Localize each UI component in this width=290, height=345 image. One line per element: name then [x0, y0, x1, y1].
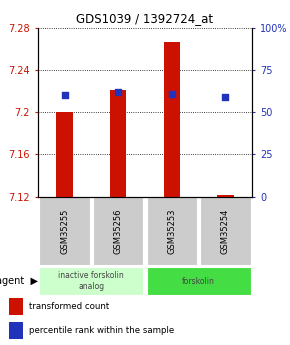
- Bar: [147, 197, 197, 265]
- Bar: [200, 197, 251, 265]
- Text: percentile rank within the sample: percentile rank within the sample: [29, 326, 174, 335]
- Bar: [39, 267, 143, 295]
- Bar: [9, 322, 23, 339]
- Bar: [164, 42, 180, 197]
- Text: GSM35255: GSM35255: [60, 208, 69, 254]
- Title: GDS1039 / 1392724_at: GDS1039 / 1392724_at: [77, 12, 213, 25]
- Text: GSM35253: GSM35253: [167, 208, 176, 254]
- Point: [62, 92, 67, 98]
- Bar: [9, 298, 23, 315]
- Text: forskolin: forskolin: [182, 277, 215, 286]
- Point: [116, 89, 121, 95]
- Bar: [93, 197, 143, 265]
- Bar: [147, 267, 251, 295]
- Point: [169, 91, 174, 96]
- Bar: [39, 197, 90, 265]
- Text: GSM35256: GSM35256: [114, 208, 123, 254]
- Text: transformed count: transformed count: [29, 302, 109, 310]
- Text: GSM35254: GSM35254: [221, 208, 230, 254]
- Text: inactive forskolin
analog: inactive forskolin analog: [59, 272, 124, 291]
- Bar: [110, 90, 126, 197]
- Point: [223, 94, 228, 100]
- Text: agent  ▶: agent ▶: [0, 276, 38, 286]
- Bar: [57, 112, 72, 197]
- Bar: [218, 195, 233, 197]
